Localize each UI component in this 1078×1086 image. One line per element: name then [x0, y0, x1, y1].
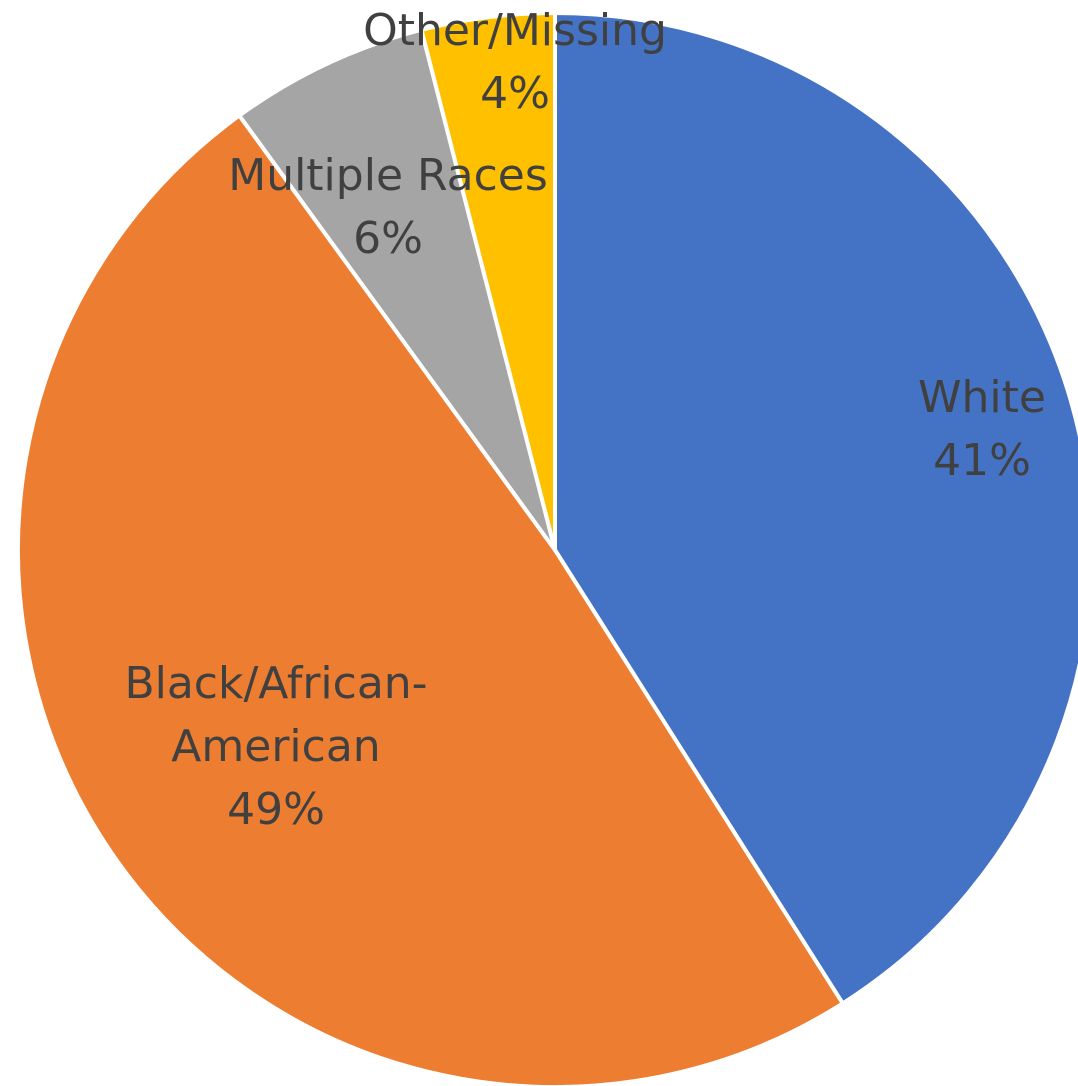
pie-slices [18, 13, 1078, 1086]
data-label-value: 41% [933, 435, 1031, 486]
data-label-category: Multiple Races [228, 150, 548, 201]
data-label-category: Other/Missing [363, 5, 667, 56]
data-label-value: 49% [227, 784, 325, 835]
data-label-category: Black/African- [124, 658, 427, 709]
data-label-category: White [918, 372, 1046, 423]
data-label-category: American [171, 721, 380, 772]
data-label-value: 6% [353, 213, 423, 264]
data-label-value: 4% [480, 68, 550, 119]
